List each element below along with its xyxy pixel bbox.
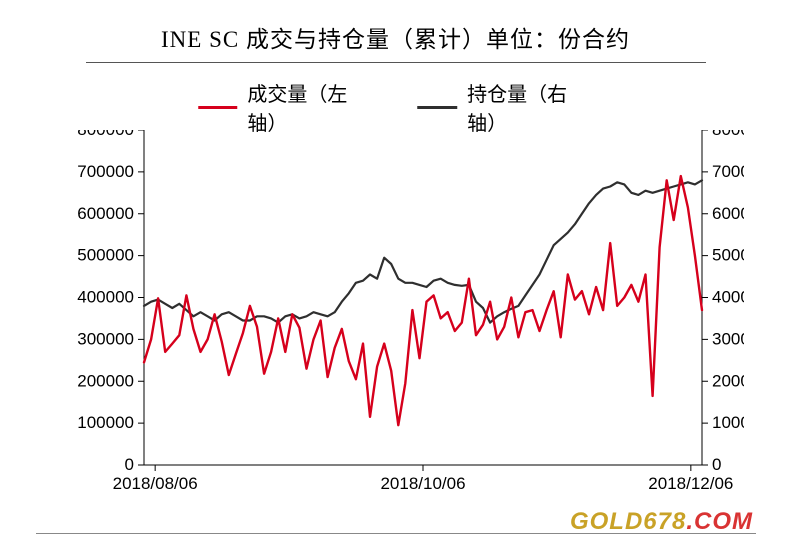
svg-text:700000: 700000 [77, 162, 134, 181]
svg-text:100000: 100000 [77, 413, 134, 432]
svg-text:0: 0 [125, 455, 134, 474]
svg-text:80000: 80000 [712, 130, 744, 139]
svg-text:300000: 300000 [77, 329, 134, 348]
legend-swatch-volume [198, 106, 238, 109]
legend-label-volume: 成交量（左轴） [247, 78, 373, 136]
chart-title: INE SC 成交与持仓量（累计）单位：份合约 [86, 20, 706, 54]
svg-text:600000: 600000 [77, 204, 134, 223]
legend-item-oi: 持仓量（右轴） [418, 78, 594, 136]
watermark-gold: GOLD678 [570, 508, 686, 535]
svg-text:2018/12/06: 2018/12/06 [648, 474, 733, 493]
svg-text:400000: 400000 [77, 288, 134, 307]
watermark-com: COM [694, 508, 753, 535]
svg-text:70000: 70000 [712, 162, 744, 181]
svg-text:2018/10/06: 2018/10/06 [380, 474, 465, 493]
svg-text:20000: 20000 [712, 371, 744, 390]
legend-label-oi: 持仓量（右轴） [467, 78, 593, 136]
title-block: INE SC 成交与持仓量（累计）单位：份合约 [86, 20, 706, 71]
watermark-dot: . [686, 508, 694, 535]
legend-swatch-oi [418, 106, 458, 109]
legend: 成交量（左轴） 持仓量（右轴） [198, 78, 594, 136]
svg-text:50000: 50000 [712, 246, 744, 265]
chart-svg: 0100000200000300000400000500000600000700… [44, 130, 744, 510]
svg-text:0: 0 [712, 455, 721, 474]
plot-area: 0100000200000300000400000500000600000700… [44, 130, 744, 510]
svg-text:10000: 10000 [712, 413, 744, 432]
chart-container: INE SC 成交与持仓量（累计）单位：份合约 成交量（左轴） 持仓量（右轴） … [0, 0, 791, 550]
svg-text:800000: 800000 [77, 130, 134, 139]
svg-text:200000: 200000 [77, 371, 134, 390]
svg-text:500000: 500000 [77, 246, 134, 265]
svg-text:30000: 30000 [712, 329, 744, 348]
svg-text:2018/08/06: 2018/08/06 [113, 474, 198, 493]
svg-text:40000: 40000 [712, 288, 744, 307]
svg-text:60000: 60000 [712, 204, 744, 223]
watermark: GOLD678.COM [570, 508, 753, 536]
title-underline [86, 62, 706, 63]
legend-item-volume: 成交量（左轴） [198, 78, 374, 136]
